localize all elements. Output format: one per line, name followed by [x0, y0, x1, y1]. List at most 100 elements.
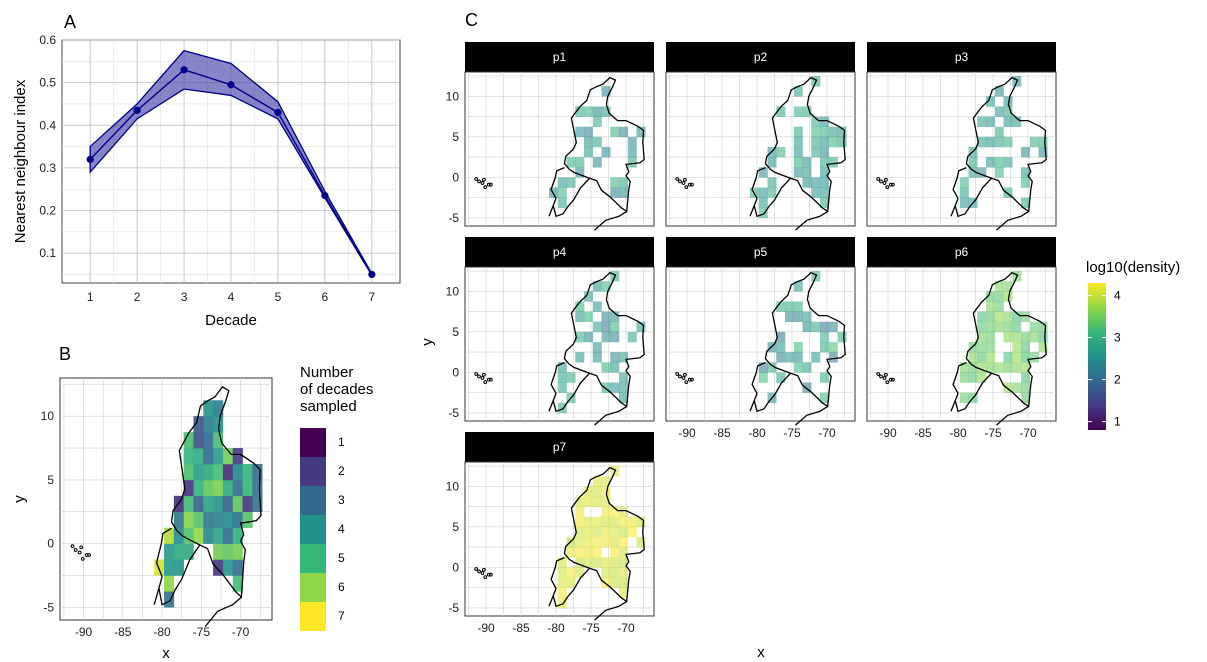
- x-tick-label: -90: [75, 625, 93, 639]
- grid-cell: [977, 331, 987, 343]
- grid-cell: [968, 372, 978, 383]
- grid-cell: [584, 106, 594, 117]
- grid-cell: [575, 536, 585, 548]
- grid-cell: [1029, 321, 1039, 333]
- grid-cell: [1003, 291, 1013, 302]
- grid-cell: [994, 157, 1004, 168]
- facet-p4: p4: [465, 237, 654, 267]
- grid-cell: [584, 146, 594, 158]
- panel-c: Cp1 p2 p3 p4 p5 p6 p7 x y log10(density) 1 2 3 4: [419, 10, 1180, 661]
- legend-swatch: [300, 486, 326, 515]
- grid-cell: [601, 311, 611, 323]
- grid-cell: [183, 479, 194, 497]
- grid-cell: [802, 311, 812, 323]
- island-marker: [486, 182, 491, 187]
- grid-cell: [164, 591, 175, 608]
- grid-cell: [767, 187, 777, 198]
- panel-b-label: B: [59, 344, 71, 364]
- grid-cell: [776, 331, 786, 343]
- y-tick-label: 5: [452, 520, 459, 534]
- island-marker: [684, 380, 689, 384]
- grid-cell: [820, 157, 830, 168]
- grid-cell: [793, 157, 803, 168]
- grid-cell: [811, 116, 821, 128]
- border-line: [749, 205, 755, 217]
- grid-cell: [793, 106, 803, 117]
- grid-cell: [820, 136, 830, 148]
- grid-cell: [592, 547, 602, 558]
- x-tick-label: 4: [228, 290, 235, 304]
- grid-cell: [758, 167, 768, 178]
- grid-cell: [767, 157, 777, 168]
- grid-cell: [1038, 136, 1048, 148]
- facet-strip: [867, 237, 1056, 267]
- grid-cell: [994, 301, 1004, 312]
- grid-cell: [1038, 341, 1048, 353]
- x-tick-label: 1: [87, 290, 94, 304]
- grid-cell: [173, 527, 184, 544]
- grid-cell: [820, 197, 830, 209]
- grid-cell: [986, 301, 996, 312]
- grid-cell: [575, 352, 585, 363]
- facet-map: -5 0 5 10: [446, 71, 655, 231]
- grid-cell: [802, 321, 812, 333]
- grid-cell: [785, 352, 795, 363]
- grid-cell: [776, 146, 786, 158]
- grid-cell: [183, 495, 194, 513]
- y-tick-label: 10: [446, 89, 460, 103]
- grid-cell: [173, 495, 184, 513]
- facet-map: [866, 71, 1057, 231]
- island-marker: [884, 177, 888, 182]
- grid-cell: [986, 321, 996, 333]
- grid-cell: [610, 352, 620, 363]
- island-marker: [678, 374, 682, 379]
- x-tick-label: -80: [153, 625, 171, 639]
- map-b: -5 0 5 10 -90 -85 -80 -75 -70: [41, 377, 273, 639]
- grid-cell: [811, 177, 821, 188]
- grid-cell: [592, 536, 602, 548]
- grid-cell: [584, 536, 594, 548]
- y-tick-label: 0.5: [39, 76, 56, 90]
- grid-cell: [193, 511, 204, 528]
- grid-cell: [1003, 382, 1013, 393]
- grid-cell: [619, 177, 629, 188]
- y-tick-label: -5: [43, 600, 54, 614]
- grid-cell: [610, 331, 620, 343]
- grid-cell: [619, 567, 629, 578]
- grid-cell: [1021, 146, 1031, 158]
- grid-cell: [232, 463, 243, 481]
- grid-cell: [610, 177, 620, 188]
- grid-cell: [793, 362, 803, 373]
- country-border: [563, 271, 645, 408]
- x-tick-label: -70: [232, 625, 250, 639]
- island-marker: [480, 376, 485, 380]
- grid-cell: [154, 559, 165, 576]
- grid-cell: [793, 281, 803, 292]
- grid-cell: [959, 372, 969, 383]
- grid-cell: [959, 362, 969, 373]
- facet-strip: [867, 42, 1056, 72]
- grid-cell: [802, 157, 812, 168]
- grid-cell: [977, 116, 987, 128]
- grid-cell: [1012, 352, 1022, 363]
- grid-cell: [183, 463, 194, 481]
- legend-label: 1: [338, 435, 345, 449]
- island-marker: [681, 181, 686, 185]
- y-tick-label: -5: [448, 601, 459, 615]
- facet-p3: p3: [867, 42, 1056, 72]
- x-tick-label: -85: [114, 625, 132, 639]
- grid-cell: [968, 352, 978, 363]
- country-border: [170, 386, 262, 599]
- grid-cell: [601, 106, 611, 117]
- border-line: [996, 210, 1030, 231]
- grid-cell: [994, 106, 1004, 117]
- grid-cell: [793, 301, 803, 312]
- island-marker: [480, 571, 485, 575]
- island-marker: [690, 377, 694, 382]
- island-marker: [474, 372, 479, 376]
- grid-cell: [252, 479, 263, 497]
- grid-cell: [776, 106, 786, 117]
- grid-cell: [1038, 146, 1048, 158]
